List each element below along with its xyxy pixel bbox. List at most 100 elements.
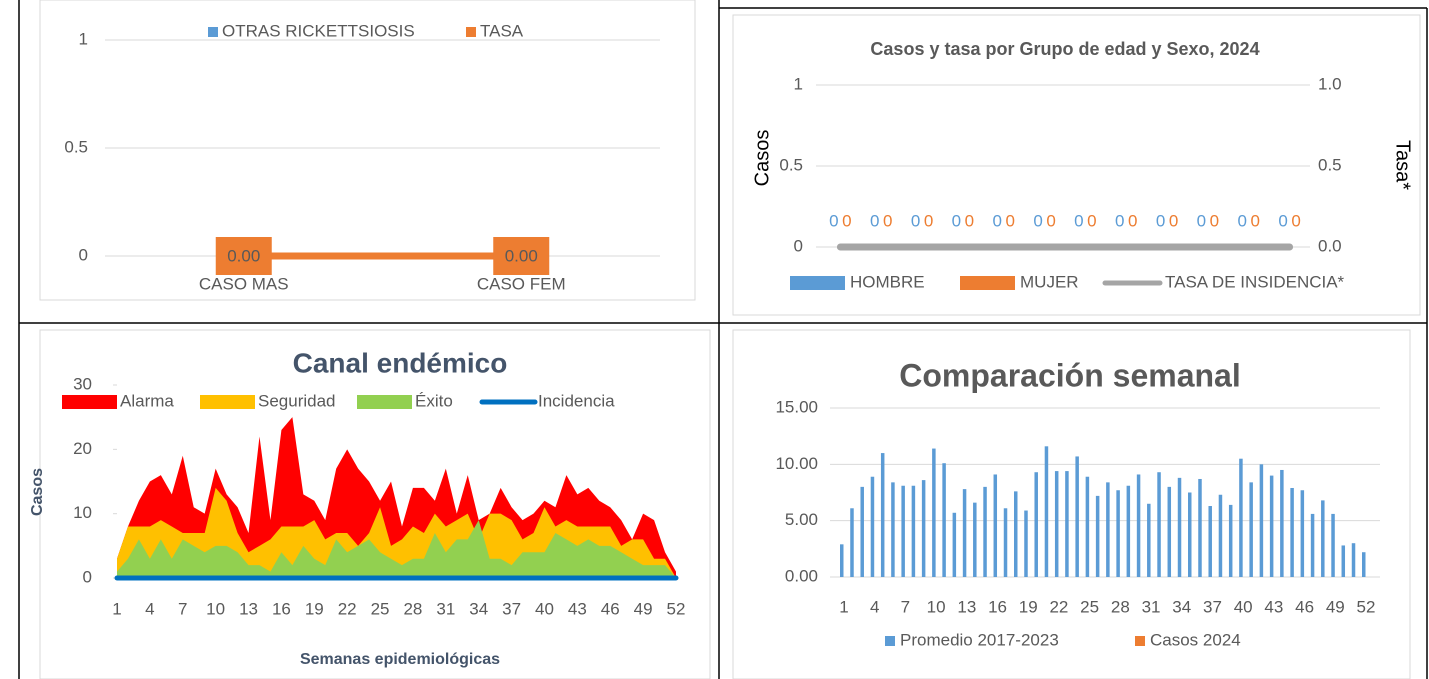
bar: [1054, 471, 1059, 577]
x-tick-label: CASO MAS: [199, 274, 289, 293]
legend-label: OTRAS RICKETTSIOSIS: [222, 21, 415, 40]
y-tick-label: 0: [794, 236, 803, 255]
bar: [983, 486, 987, 577]
chart-frame: [732, 14, 1421, 316]
bar: [952, 512, 957, 577]
x-tick-label: 16: [272, 599, 291, 618]
y-tick-label: 10: [73, 503, 92, 522]
x-tick-label: 49: [634, 599, 653, 618]
bar: [1208, 506, 1212, 577]
bar: [1310, 513, 1315, 577]
legend-label: TASA DE INSIDENCIA*: [1165, 272, 1345, 291]
bar: [1024, 510, 1028, 577]
data-label: 0: [1074, 211, 1083, 230]
bar: [840, 544, 844, 577]
data-label: 0: [1238, 211, 1247, 230]
y-tick-label: 30: [73, 374, 92, 393]
x-tick-label: 37: [502, 599, 521, 618]
data-label: 0: [1278, 211, 1287, 230]
chart-frame: [39, 0, 696, 301]
x-tick-label: 19: [1019, 597, 1038, 616]
bar: [942, 463, 946, 577]
data-label: 0: [883, 211, 892, 230]
data-label: 0: [1033, 211, 1042, 230]
y-tick-label: 5.00: [785, 510, 818, 529]
legend-label: Incidencia: [538, 391, 615, 410]
y-tick-label: 0.5: [1318, 155, 1342, 174]
bar: [1218, 494, 1223, 577]
data-label: 0: [965, 211, 974, 230]
chart-frame: [39, 329, 711, 679]
x-tick-label: 16: [988, 597, 1007, 616]
x-tick-label: CASO FEM: [477, 274, 566, 293]
x-tick-label: 34: [469, 599, 488, 618]
bar: [1228, 504, 1233, 577]
y-tick-label: 0.5: [779, 155, 803, 174]
bar: [1167, 486, 1172, 577]
legend-label: MUJER: [1020, 272, 1079, 291]
data-label: 0: [842, 211, 851, 230]
x-tick-label: 43: [1264, 597, 1283, 616]
bar: [1116, 490, 1120, 577]
data-label: 0.00: [505, 246, 538, 265]
chart-title: Comparación semanal: [899, 357, 1240, 393]
y-tick-label: 0.5: [64, 137, 88, 156]
x-tick-label: 7: [178, 599, 187, 618]
data-label: 0: [1210, 211, 1219, 230]
x-tick-label: 40: [1234, 597, 1253, 616]
bar: [1341, 545, 1346, 577]
x-tick-label: 22: [338, 599, 357, 618]
legend-label: TASA: [480, 21, 524, 40]
data-label: 0: [911, 211, 920, 230]
bar: [1075, 456, 1079, 577]
data-label: 0: [870, 211, 879, 230]
chart-frame: [732, 329, 1411, 679]
legend-swatch: [790, 276, 845, 290]
legend-swatch: [62, 395, 117, 409]
x-tick-label: 46: [1295, 597, 1314, 616]
y-tick-label: 15.00: [775, 397, 818, 416]
x-tick-label: 4: [870, 597, 879, 616]
x-tick-label: 25: [1080, 597, 1099, 616]
bar: [1095, 495, 1100, 577]
bar: [993, 474, 998, 577]
x-tick-label: 7: [901, 597, 910, 616]
legend-swatch: [466, 27, 476, 37]
data-label: 0.00: [227, 246, 260, 265]
x-tick-label: 4: [145, 599, 154, 618]
bar: [911, 485, 916, 577]
bar: [860, 486, 864, 577]
bar: [1259, 464, 1264, 577]
bar: [921, 480, 926, 577]
x-tick-label: 1: [839, 597, 848, 616]
bar: [962, 489, 967, 577]
bar: [1177, 477, 1182, 577]
data-label-box: [493, 237, 550, 275]
x-tick-label: 22: [1049, 597, 1068, 616]
bar: [1085, 476, 1090, 577]
bar: [1362, 552, 1366, 577]
bar: [1300, 490, 1305, 577]
y2-axis-label: Tasa*: [1392, 140, 1414, 190]
y-tick-label: 0.00: [785, 566, 818, 585]
y-tick-label: 1: [79, 29, 88, 48]
y-axis-label: Casos: [29, 468, 46, 516]
y-tick-label: 20: [73, 439, 92, 458]
x-tick-label: 46: [601, 599, 620, 618]
legend-label: Seguridad: [258, 391, 336, 410]
data-label: 0: [1046, 211, 1055, 230]
bar: [880, 453, 885, 577]
data-label: 0: [1197, 211, 1206, 230]
bar: [1044, 446, 1049, 577]
area: [117, 520, 676, 578]
x-tick-label: 19: [305, 599, 324, 618]
data-label: 0: [1115, 211, 1124, 230]
data-label: 0: [1128, 211, 1137, 230]
bar: [1249, 482, 1253, 577]
x-tick-label: 1: [112, 599, 121, 618]
x-tick-label: 52: [667, 599, 686, 618]
y-tick-label: 1: [794, 74, 803, 93]
x-axis-label: Semanas epidemiológicas: [300, 651, 500, 668]
x-tick-label: 31: [436, 599, 455, 618]
